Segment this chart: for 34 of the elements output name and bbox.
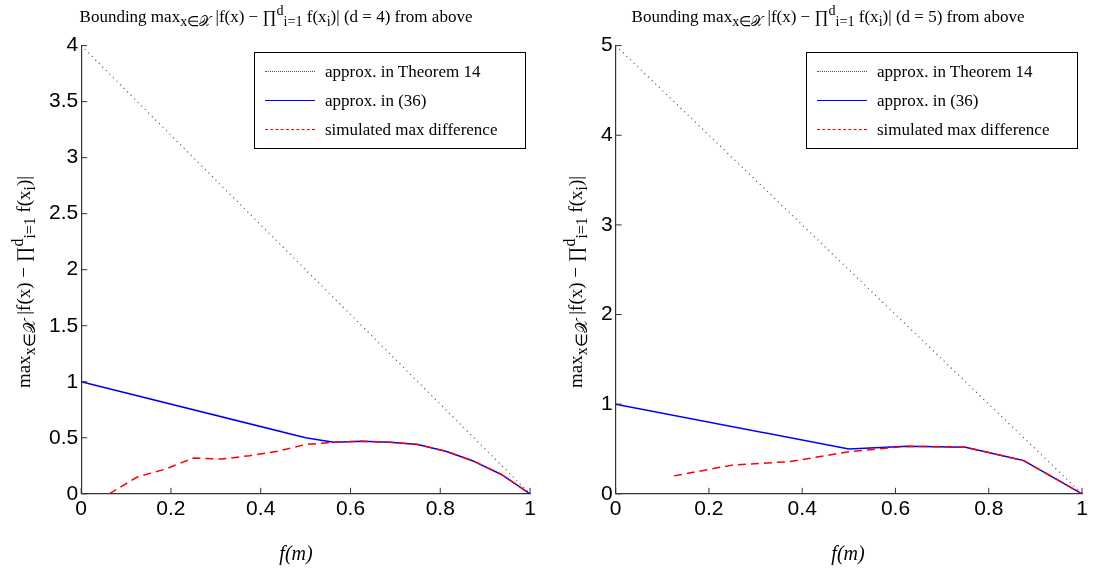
y-tick-label: 2 bbox=[66, 256, 79, 280]
x-tick-label: 0.4 bbox=[246, 496, 276, 520]
chart-title: Bounding max$_{x∈𝒳}$ |f(x) − ∏$^{d}$$_{i=1}$ f(x$_{i}$)| (d = 4) from above bbox=[78, 2, 474, 31]
x-tick-label: 0.2 bbox=[694, 496, 724, 520]
y-tick-label: 1 bbox=[600, 390, 613, 414]
x-tick-label: 0.2 bbox=[156, 496, 186, 520]
x-tick-label: 0.8 bbox=[425, 496, 455, 520]
y-tick-label: 5 bbox=[600, 32, 613, 56]
x-tick-label: 1 bbox=[1076, 496, 1088, 520]
legend-label: approx. in Theorem 14 bbox=[325, 61, 482, 82]
x-tick-label: 0.4 bbox=[787, 496, 818, 520]
y-tick-label: 2 bbox=[600, 301, 613, 325]
chart-title: Bounding max$_{x∈𝒳}$ |f(x) − ∏$^{d}$$_{i=1}$ f(x$_{i}$)| (d = 5) from above bbox=[630, 2, 1026, 31]
y-tick-label: 3 bbox=[66, 144, 79, 168]
x-tick-label: 0.6 bbox=[880, 496, 911, 520]
y-tick-label: 2.5 bbox=[48, 200, 79, 224]
y-tick-label: 4 bbox=[600, 122, 613, 146]
y-tick-label: 0.5 bbox=[48, 424, 79, 448]
x-axis-title: f(m) bbox=[278, 542, 314, 565]
y-tick-label: 4 bbox=[66, 32, 79, 56]
legend-label: simulated max difference bbox=[325, 119, 499, 140]
legend-label: approx. in (36) bbox=[325, 90, 428, 111]
x-axis-title: f(m) bbox=[830, 542, 866, 565]
y-tick-label: 1.5 bbox=[48, 312, 79, 336]
line-series bbox=[673, 445, 1082, 494]
x-tick-label: 0.6 bbox=[335, 496, 366, 520]
legend-label: approx. in Theorem 14 bbox=[877, 61, 1034, 82]
x-tick-label: 0.8 bbox=[974, 496, 1004, 520]
x-tick-label: 1 bbox=[524, 496, 536, 520]
y-tick-label: 1 bbox=[66, 368, 79, 392]
y-tick-label: 3 bbox=[600, 211, 613, 235]
legend-label: simulated max difference bbox=[877, 119, 1051, 140]
y-tick-label: 3.5 bbox=[48, 88, 79, 112]
legend-label: approx. in (36) bbox=[877, 90, 980, 111]
